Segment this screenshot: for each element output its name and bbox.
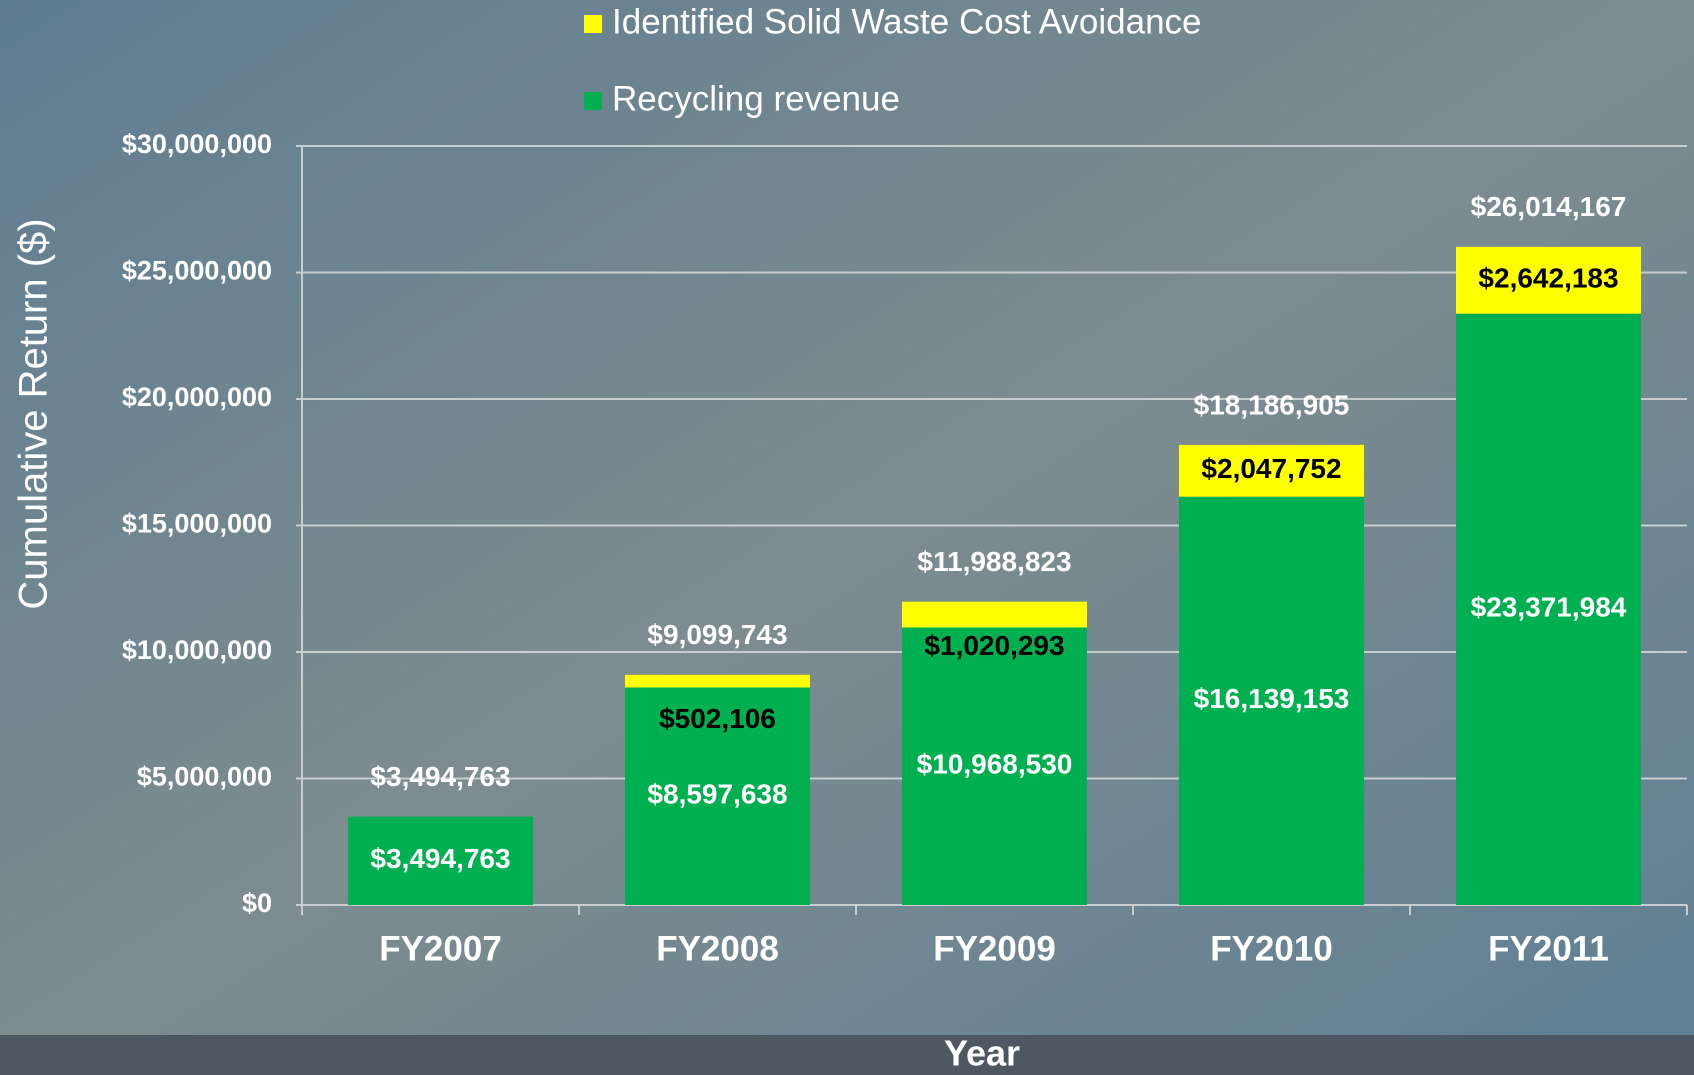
chart: Year Cumulative Return ($) $0 $5,000,000 $… (0, 0, 1694, 1075)
total-label: $26,014,167 (1471, 191, 1627, 222)
x-tick-label: FY2008 (656, 929, 779, 968)
y-tick-label: $25,000,000 (122, 256, 272, 286)
x-tick-label: FY2007 (379, 929, 502, 968)
legend-label: Identified Solid Waste Cost Avoidance (612, 2, 1202, 41)
total-label: $11,988,823 (917, 546, 1071, 577)
y-tick-label: $20,000,000 (122, 382, 272, 412)
page: Year Cumulative Return ($) $0 $5,000,000 $… (0, 0, 1694, 1075)
y-tick-label: $0 (242, 888, 272, 918)
legend-swatch (584, 15, 602, 33)
y-tick-label: $30,000,000 (122, 129, 272, 159)
data-label: $8,597,638 (647, 779, 787, 810)
footer-band (0, 1035, 1694, 1075)
data-label: $3,494,763 (370, 843, 510, 874)
y-axis-title: Cumulative Return ($) (12, 218, 56, 609)
bar-segment (902, 602, 1087, 628)
legend-label: Recycling revenue (612, 79, 900, 118)
total-label: $9,099,743 (647, 619, 787, 650)
legend-swatch (584, 92, 602, 110)
x-axis-title: Year (944, 1033, 1020, 1074)
data-label: $23,371,984 (1471, 592, 1627, 623)
y-tick-label: $15,000,000 (122, 509, 272, 539)
data-label: $2,642,183 (1478, 263, 1618, 294)
data-label: $1,020,293 (924, 630, 1064, 661)
x-tick-label: FY2011 (1488, 929, 1609, 968)
total-label: $18,186,905 (1194, 389, 1350, 420)
y-tick-label: $10,000,000 (122, 635, 272, 665)
data-label: $502,106 (659, 703, 776, 734)
x-tick-label: FY2009 (933, 929, 1056, 968)
total-label: $3,494,763 (370, 761, 510, 792)
data-label: $10,968,530 (917, 749, 1073, 780)
x-tick-label: FY2010 (1210, 929, 1333, 968)
data-label: $2,047,752 (1201, 453, 1341, 484)
bar-segment (625, 675, 810, 688)
y-tick-label: $5,000,000 (137, 762, 272, 792)
data-label: $16,139,153 (1194, 683, 1350, 714)
